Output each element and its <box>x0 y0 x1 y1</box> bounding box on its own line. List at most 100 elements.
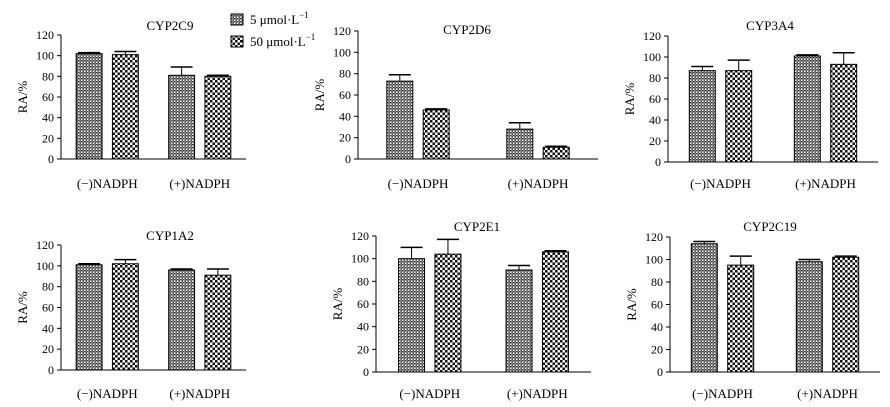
y-tick-label: 120 <box>333 24 351 38</box>
legend: 5 μmol·L−1 50 μmol·L−1 <box>230 10 315 49</box>
x-category-label: (−)NADPH <box>690 176 751 191</box>
y-tick-label: 60 <box>651 298 663 312</box>
y-tick-label: 0 <box>657 365 663 379</box>
y-tick-label: 40 <box>357 320 369 334</box>
bar-plus-nadph-series-2 <box>830 63 858 163</box>
y-axis-label: RA/% <box>15 291 30 324</box>
y-tick-label: 120 <box>643 29 661 43</box>
y-tick-label: 80 <box>339 67 351 81</box>
bar-minus-nadph-series-2 <box>727 264 755 373</box>
x-category-label: (−)NADPH <box>388 176 449 191</box>
y-axis-label: RA/% <box>624 288 639 321</box>
x-category-label: (+)NADPH <box>508 176 569 191</box>
chart-title: CYP2C9 <box>147 18 194 33</box>
bar-minus-nadph-series-1 <box>75 53 103 160</box>
chart-title: CYP2C19 <box>743 219 796 234</box>
bar-plus-nadph-series-1 <box>793 55 821 163</box>
y-tick-label: 80 <box>42 280 54 294</box>
bar-plus-nadph-series-2 <box>204 75 232 160</box>
bar-plus-nadph-series-1 <box>795 261 823 373</box>
bar-plus-nadph-series-2 <box>832 256 860 373</box>
y-tick-label: 60 <box>339 88 351 102</box>
bar-plus-nadph-series-2 <box>541 251 569 373</box>
x-category-label: (−)NADPH <box>77 386 138 401</box>
y-tick-label: 40 <box>42 321 54 335</box>
bar-minus-nadph-series-1 <box>386 80 414 160</box>
bar-plus-nadph-series-2 <box>204 274 232 371</box>
chart-panels: CYP2C9 RA/% 0 20 40 60 80 100 120 (−)NADPH (+)NADP… <box>15 18 880 401</box>
bar-minus-nadph-series-1 <box>75 264 103 371</box>
chart-cyp3a4: CYP3A4 RA/% 0 20 40 60 80 100 120 (−)NADPH (+)NADP… <box>622 18 878 191</box>
x-category-label: (−)NADPH <box>77 176 138 191</box>
x-category-label: (+)NADPH <box>795 176 856 191</box>
y-tick-label: 20 <box>42 131 54 145</box>
y-tick-label: 20 <box>42 342 54 356</box>
bar-minus-nadph-series-2 <box>111 263 139 371</box>
y-tick-label: 100 <box>333 45 351 59</box>
y-axis-label: RA/% <box>15 81 30 114</box>
y-tick-label: 0 <box>48 363 54 377</box>
bar-minus-nadph-series-1 <box>688 70 716 163</box>
y-tick-label: 40 <box>649 113 661 127</box>
legend-label-5-umol: 5 μmol·L−1 <box>250 10 309 27</box>
y-tick-label: 60 <box>649 92 661 106</box>
bar-minus-nadph-series-1 <box>398 258 426 373</box>
y-tick-label: 80 <box>651 275 663 289</box>
y-tick-label: 0 <box>655 155 661 169</box>
y-tick-label: 120 <box>36 238 54 252</box>
chart-cyp1a2: CYP1A2 RA/% 0 20 40 60 80 100 120 (−)NADPH (+)NADP… <box>15 228 246 401</box>
y-tick-label: 60 <box>42 90 54 104</box>
chart-title: CYP2E1 <box>454 219 500 234</box>
legend-swatch-5-umol <box>230 13 244 26</box>
chart-cyp2d6: CYP2D6 RA/% 0 20 40 60 80 100 120 (−)NADPH (+)NADP… <box>312 22 598 191</box>
chart-cyp2c9: CYP2C9 RA/% 0 20 40 60 80 100 120 (−)NADPH (+)NADP… <box>15 18 246 191</box>
y-tick-label: 100 <box>351 252 369 266</box>
y-tick-label: 120 <box>351 229 369 243</box>
y-tick-label: 100 <box>645 253 663 267</box>
x-category-label: (+)NADPH <box>169 386 230 401</box>
chart-title: CYP1A2 <box>146 228 194 243</box>
bar-minus-nadph-series-2 <box>111 54 139 160</box>
y-tick-label: 40 <box>339 109 351 123</box>
y-tick-label: 0 <box>345 152 351 166</box>
y-tick-label: 80 <box>42 69 54 83</box>
y-tick-label: 60 <box>357 297 369 311</box>
y-tick-label: 20 <box>649 134 661 148</box>
y-tick-label: 120 <box>645 230 663 244</box>
bar-plus-nadph-series-2 <box>542 146 570 160</box>
bar-minus-nadph-series-2 <box>725 70 753 163</box>
x-category-label: (−)NADPH <box>399 386 460 401</box>
y-tick-label: 60 <box>42 301 54 315</box>
bar-plus-nadph-series-1 <box>168 74 196 160</box>
y-axis-label: RA/% <box>330 288 345 321</box>
x-category-label: (+)NADPH <box>507 386 568 401</box>
x-category-label: (−)NADPH <box>692 386 753 401</box>
legend-label-50-umol: 50 μmol·L−1 <box>250 32 315 49</box>
chart-title: CYP3A4 <box>746 18 794 33</box>
chart-title: CYP2D6 <box>443 22 491 37</box>
y-axis-label: RA/% <box>622 83 637 116</box>
chart-cyp2c19: CYP2C19 RA/% 0 20 40 60 80 100 120 (−)NADPH (+)NAD… <box>624 219 880 401</box>
bar-minus-nadph-series-2 <box>434 253 462 373</box>
y-tick-label: 20 <box>339 131 351 145</box>
x-category-label: (+)NADPH <box>169 176 230 191</box>
y-axis-label: RA/% <box>312 79 327 112</box>
bar-plus-nadph-series-1 <box>168 269 196 371</box>
y-tick-label: 20 <box>357 342 369 356</box>
y-tick-label: 100 <box>36 49 54 63</box>
x-category-label: (+)NADPH <box>797 386 858 401</box>
y-tick-label: 80 <box>357 274 369 288</box>
bar-plus-nadph-series-1 <box>505 269 533 373</box>
bar-plus-nadph-series-1 <box>506 128 534 160</box>
y-tick-label: 100 <box>643 50 661 64</box>
y-tick-label: 40 <box>42 111 54 125</box>
y-tick-label: 0 <box>363 365 369 379</box>
chart-cyp2e1: CYP2E1 RA/% 0 20 40 60 80 100 120 (−)NADPH (+)NADP… <box>330 219 591 401</box>
bar-minus-nadph-series-1 <box>690 243 718 373</box>
y-tick-label: 20 <box>651 343 663 357</box>
y-tick-label: 100 <box>36 259 54 273</box>
y-tick-label: 80 <box>649 71 661 85</box>
y-tick-label: 40 <box>651 320 663 334</box>
bar-minus-nadph-series-2 <box>422 109 450 160</box>
